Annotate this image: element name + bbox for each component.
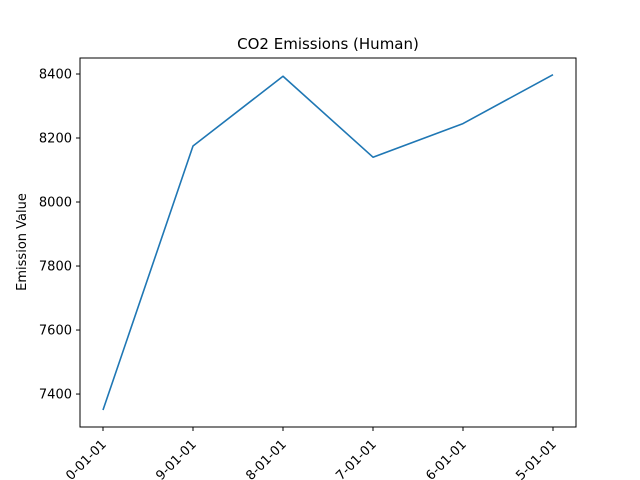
y-axis-label: Emission Value [15, 193, 30, 291]
y-tick-label: 7600 [39, 324, 72, 339]
plot-frame [79, 57, 577, 428]
y-tick-label: 7400 [39, 388, 72, 403]
x-tick-label: 7-01-01 [333, 437, 379, 480]
y-tick-label: 8200 [39, 132, 72, 147]
series-line [102, 73, 554, 411]
x-tick-label: 8-01-01 [243, 437, 289, 480]
x-tick-label: 5-01-01 [513, 437, 559, 480]
chart-title: CO2 Emissions (Human) [237, 35, 419, 53]
y-tick-label: 7800 [39, 260, 72, 275]
x-tick-label: 6-01-01 [423, 437, 469, 480]
y-tick-label: 8400 [39, 68, 72, 83]
x-tick-label: 0-01-01 [63, 437, 109, 480]
x-tick-label: 9-01-01 [153, 437, 199, 480]
x-axis: 0-01-01 9-01-01 8-01-01 7-01-01 6-01-01 5-01-… [63, 427, 560, 480]
series-group [102, 73, 554, 411]
y-axis: 7400 7600 7800 8000 8200 8400 [39, 68, 80, 403]
y-tick-label: 8000 [39, 196, 72, 211]
